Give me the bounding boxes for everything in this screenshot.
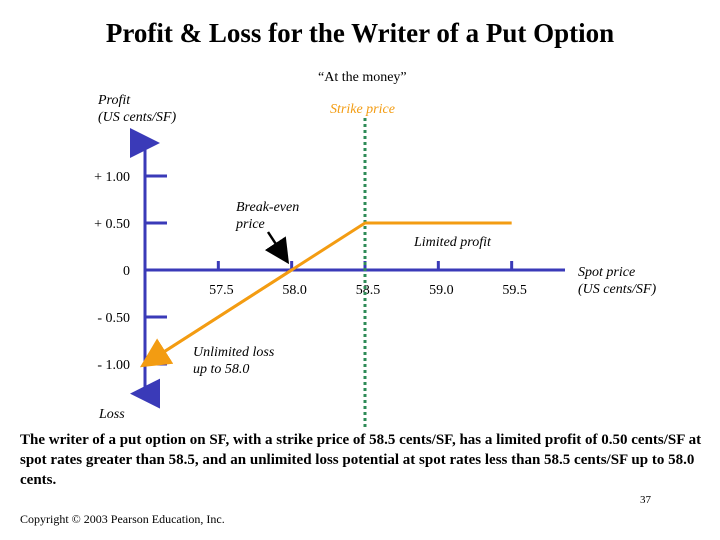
y-axis-label-line2: (US cents/SF) [98,110,177,125]
payoff-chart: + 1.00 + 0.50 0 - 0.50 - 1.00 57.5 58.0 58.5 59.… [94,118,565,430]
break-even-label: Break-even price [236,199,299,233]
annotation-layer [264,231,290,265]
x-tick-label: 58.5 [356,283,381,298]
y-tick-label: 0 [123,264,130,279]
y-tick-label: - 1.00 [97,358,130,373]
caption-text: The writer of a put option on SF, with a… [20,432,702,488]
break-even-label-line2: price [236,217,265,232]
unlimited-loss-label-line1: Unlimited loss [193,345,275,360]
axes: + 1.00 + 0.50 0 - 0.50 - 1.00 57.5 58.0 58.5 59.… [94,128,565,409]
y-tick-label: + 1.00 [94,170,130,185]
unlimited-loss-label: Unlimited loss up to 58.0 [193,344,274,378]
strike-price-label: Strike price [330,102,395,117]
unlimited-loss-label-line2: up to 58.0 [193,362,250,377]
y-axis-label-line1: Profit [98,93,131,108]
y-axis-label: Profit (US cents/SF) [98,92,176,126]
at-the-money-label: “At the money” [318,70,407,85]
x-tick-label: 57.5 [209,283,234,298]
x-axis-label-line2: (US cents/SF) [578,282,657,297]
series-layer [139,221,512,368]
x-axis-label-line1: Spot price [578,265,636,280]
limited-profit-label: Limited profit [414,235,491,250]
x-axis-label: Spot price (US cents/SF) [578,264,656,298]
x-tick-label: 58.0 [282,283,307,298]
loss-arrow [139,268,293,368]
copyright-text: Copyright © 2003 Pearson Education, Inc. [20,512,225,526]
loss-label: Loss [99,407,125,422]
break-even-label-line1: Break-even [236,200,300,215]
slide-title: Profit & Loss for the Writer of a Put Op… [105,18,615,48]
y-tick-label: + 0.50 [94,217,130,232]
y-tick-label: - 0.50 [97,311,130,326]
break-even-arrow [264,231,290,265]
x-tick-label: 59.5 [502,283,527,298]
x-tick-label: 59.0 [429,283,454,298]
page-number: 37 [640,494,651,506]
